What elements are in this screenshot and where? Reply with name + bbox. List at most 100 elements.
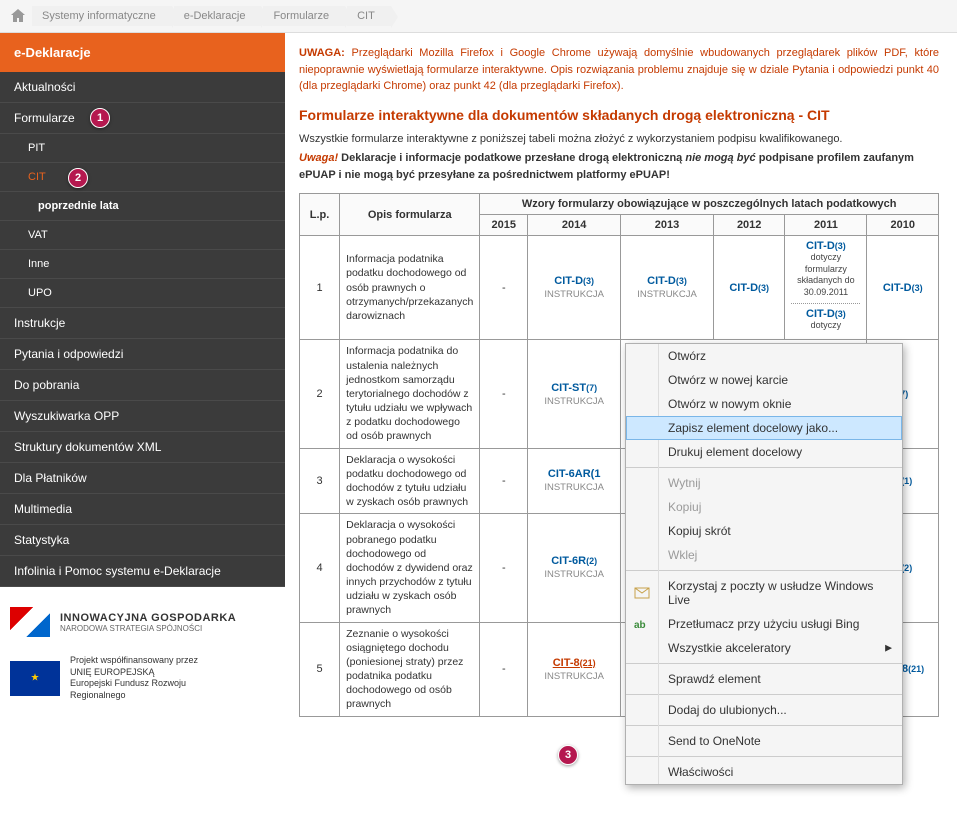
sidebar-item-pit[interactable]: PIT [0,134,285,163]
instruction-link[interactable]: INSTRUKCJA [534,671,614,682]
sidebar-item-label: Formularze [14,111,75,125]
cell-2015: - [480,236,528,340]
ctx-inspect-element[interactable]: Sprawdź element [626,667,902,691]
col-wzory: Wzory formularzy obowiązujące w poszczeg… [480,194,939,215]
warning-paragraph: Uwaga! Deklaracje i informacje podatkowe… [299,150,939,183]
bing-icon: ab [634,616,650,632]
cell-opis: Deklaracja o wysokości podatku dochodowe… [340,448,480,514]
cell-lp: 2 [300,340,340,448]
sidebar-item-multimedia[interactable]: Multimedia [0,494,285,525]
section-title: Formularze interaktywne dla dokumentów s… [299,107,939,123]
form-link[interactable]: CIT-D(3) [791,240,860,252]
logo-eu-flag [10,661,60,696]
sidebar-item-opp[interactable]: Wyszukiwarka OPP [0,401,285,432]
col-year: 2014 [528,215,621,236]
ctx-bing-translate[interactable]: ab Przetłumacz przy użyciu usługi Bing [626,612,902,636]
sidebar-item-upo[interactable]: UPO [0,279,285,308]
sidebar-item-instrukcje[interactable]: Instrukcje [0,308,285,339]
sidebar-item-inne[interactable]: Inne [0,250,285,279]
mail-icon [634,585,650,601]
ctx-open[interactable]: Otwórz [626,344,902,368]
sidebar-item-statystyka[interactable]: Statystyka [0,525,285,556]
cell-opis: Zeznanie o wysokości osiągniętego dochod… [340,622,480,716]
col-opis: Opis formularza [340,194,480,236]
form-link[interactable]: CIT-6R(2) [534,555,614,567]
logo-innowacyjna-gospodarka [10,607,50,637]
submenu-arrow-icon: ▶ [885,643,892,654]
ctx-windows-live-mail[interactable]: Korzystaj z poczty w usłudze Windows Liv… [626,574,902,612]
sidebar-item-infolinia[interactable]: Infolinia i Pomoc systemu e-Deklaracje [0,556,285,587]
table-row: 1 Informacja podatnika podatku dochodowe… [300,236,939,340]
ctx-separator [626,663,902,664]
instruction-link[interactable]: INSTRUKCJA [534,569,614,580]
annotation-badge-2: 2 [68,168,88,188]
ctx-separator [626,570,902,571]
sidebar-item-xml[interactable]: Struktury dokumentów XML [0,432,285,463]
breadcrumb: Systemy informatyczne e-Deklaracje Formu… [0,0,957,33]
form-link[interactable]: CIT-D(3) [534,275,614,287]
cell-2014: CIT-6AR(1)(1 INSTRUKCJA [528,448,621,514]
ctx-separator [626,756,902,757]
cell-opis: Informacja podatnika podatku dochodowego… [340,236,480,340]
sidebar-item-formularze[interactable]: Formularze 1 [0,103,285,134]
sidebar-item-vat[interactable]: VAT [0,221,285,250]
sidebar-item-label: CIT [28,171,46,183]
cell-2015: - [480,448,528,514]
intro-paragraph: Wszystkie formularze interaktywne z poni… [299,131,939,148]
home-icon[interactable] [10,8,26,24]
breadcrumb-item[interactable]: e-Deklaracje [174,6,262,26]
form-link[interactable]: CIT-D(3) [873,282,932,294]
form-link-active[interactable]: CIT-8(21) [534,657,614,669]
ctx-send-onenote[interactable]: Send to OneNote [626,729,902,753]
col-year: 2010 [867,215,939,236]
col-lp: L.p. [300,194,340,236]
cell-lp: 1 [300,236,340,340]
ctx-separator [626,694,902,695]
form-link[interactable]: CIT-6AR(1)(1 [534,468,614,480]
cell-2013: CIT-D(3) INSTRUKCJA [621,236,714,340]
ctx-separator [626,467,902,468]
col-year: 2015 [480,215,528,236]
breadcrumb-item[interactable]: Formularze [263,6,345,26]
col-year: 2012 [713,215,784,236]
cell-2014: CIT-6R(2) INSTRUKCJA [528,514,621,622]
sidebar-item-pytania[interactable]: Pytania i odpowiedzi [0,339,285,370]
ctx-properties[interactable]: Właściwości [626,760,902,784]
sidebar-item-pobrania[interactable]: Do pobrania [0,370,285,401]
ctx-all-accelerators[interactable]: Wszystkie akceleratory ▶ [626,636,902,660]
ctx-cut: Wytnij [626,471,902,495]
warning-notice: UWAGA: Przeglądarki Mozilla Firefox i Go… [299,45,939,95]
ctx-open-new-window[interactable]: Otwórz w nowym oknie [626,392,902,416]
cell-2012: CIT-D(3) [713,236,784,340]
ctx-open-new-tab[interactable]: Otwórz w nowej karcie [626,368,902,392]
cell-2010: CIT-D(3) [867,236,939,340]
eu-funding-text: Projekt współfinansowany przez UNIĘ EURO… [70,655,198,702]
breadcrumb-item[interactable]: CIT [347,6,391,26]
ctx-save-target-as[interactable]: Zapisz element docelowy jako... [626,416,902,440]
form-link[interactable]: CIT-D(3) [720,282,778,294]
context-menu: Otwórz Otwórz w nowej karcie Otwórz w no… [625,343,903,785]
instruction-link[interactable]: INSTRUKCJA [627,289,707,300]
sidebar: e-Deklaracje Aktualności Formularze 1 PI… [0,33,285,740]
cell-2014: CIT-ST(7) INSTRUKCJA [528,340,621,448]
footer-logos: INNOWACYJNA GOSPODARKA NARODOWA STRATEGI… [0,587,285,740]
cell-lp: 3 [300,448,340,514]
ctx-add-favorites[interactable]: Dodaj do ulubionych... [626,698,902,722]
ctx-print-target[interactable]: Drukuj element docelowy [626,440,902,464]
sidebar-item-platnikow[interactable]: Dla Płatników [0,463,285,494]
logo-title: INNOWACYJNA GOSPODARKA [60,612,236,624]
warning-label: UWAGA: [299,47,345,59]
instruction-link[interactable]: INSTRUKCJA [534,289,614,300]
form-link[interactable]: CIT-ST(7) [534,382,614,394]
cell-2015: - [480,622,528,716]
sidebar-item-poprzednie-lata[interactable]: poprzednie lata [0,192,285,221]
sidebar-item-cit[interactable]: CIT 2 [0,163,285,192]
form-link[interactable]: CIT-D(3) [627,275,707,287]
breadcrumb-item[interactable]: Systemy informatyczne [32,6,172,26]
col-year: 2013 [621,215,714,236]
sidebar-item-aktualnosci[interactable]: Aktualności [0,72,285,103]
form-link[interactable]: CIT-D(3) [791,308,860,320]
instruction-link[interactable]: INSTRUKCJA [534,482,614,493]
instruction-link[interactable]: INSTRUKCJA [534,396,614,407]
ctx-copy-shortcut[interactable]: Kopiuj skrót [626,519,902,543]
